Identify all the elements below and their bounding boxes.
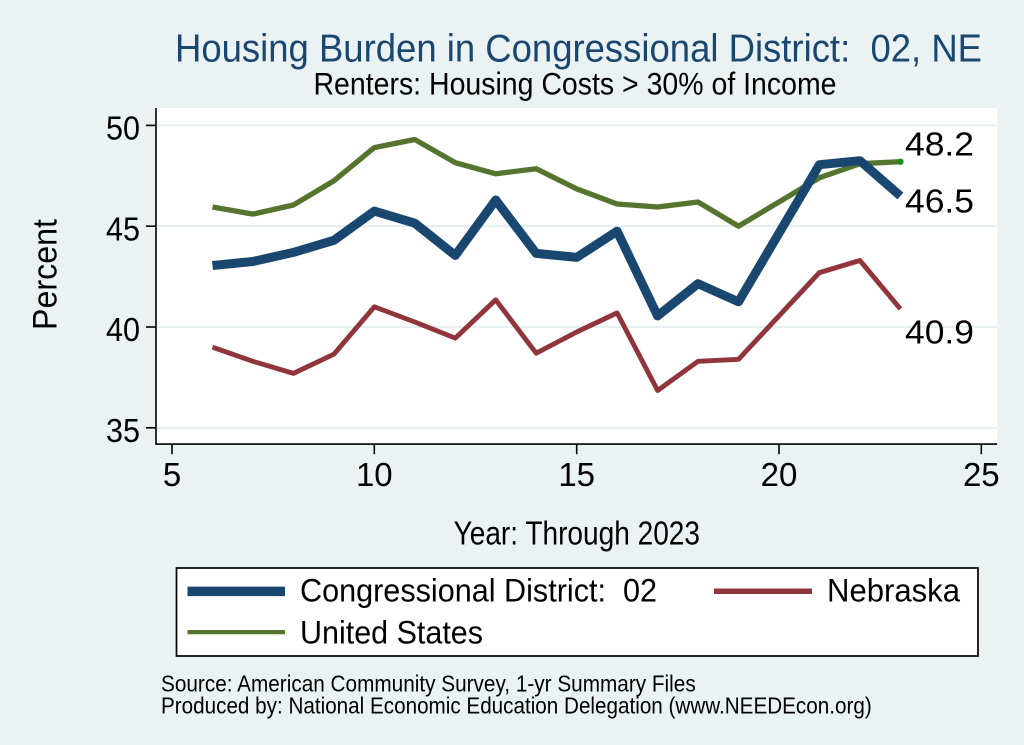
svg-text:Percent: Percent (27, 218, 65, 330)
svg-text:15: 15 (558, 456, 595, 493)
svg-text:20: 20 (761, 456, 798, 493)
svg-text:Housing Burden in Congressiona: Housing Burden in Congressional District… (175, 28, 982, 71)
svg-text:Nebraska: Nebraska (827, 572, 960, 608)
svg-text:10: 10 (356, 456, 393, 493)
svg-text:Year: Through 2023: Year: Through 2023 (454, 515, 700, 552)
svg-text:40.9: 40.9 (905, 313, 974, 350)
svg-text:46.5: 46.5 (905, 182, 974, 219)
svg-text:45: 45 (106, 210, 140, 247)
svg-text:Congressional District: 02: Congressional District: 02 (300, 572, 657, 608)
svg-text:50: 50 (106, 110, 140, 147)
svg-text:Source: American Community Sur: Source: American Community Survey, 1-yr … (161, 671, 696, 697)
svg-text:5: 5 (163, 456, 181, 493)
svg-text:United States: United States (300, 615, 483, 651)
svg-text:40: 40 (106, 311, 140, 348)
svg-text:Produced by: National Economic: Produced by: National Economic Education… (161, 692, 872, 718)
svg-text:35: 35 (106, 412, 140, 449)
svg-text:Renters: Housing Costs > 30% o: Renters: Housing Costs > 30% of Income (314, 67, 837, 102)
svg-text:25: 25 (963, 456, 1000, 493)
svg-text:48.2: 48.2 (905, 125, 974, 162)
